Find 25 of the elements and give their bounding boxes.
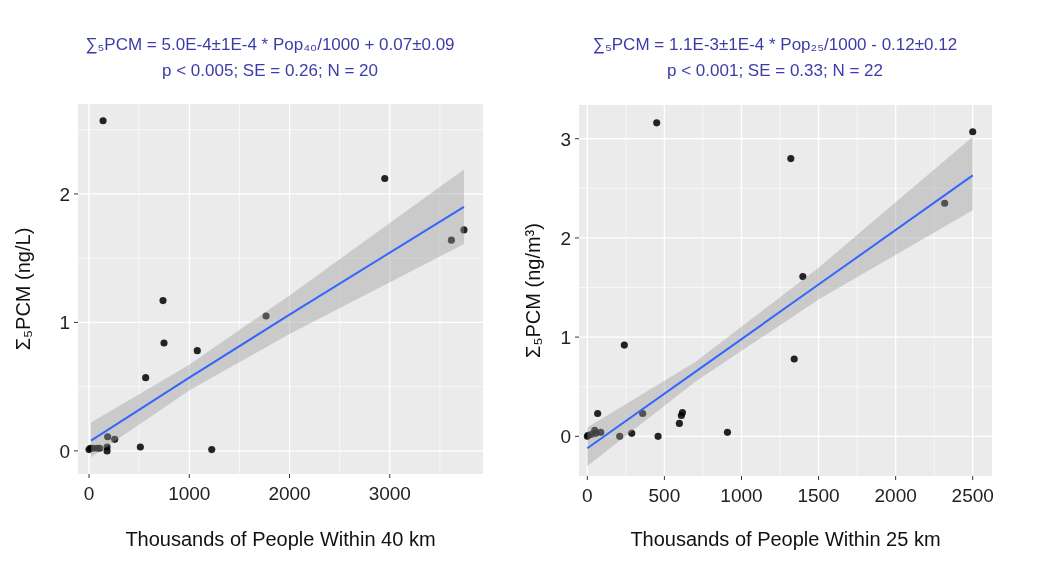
x-tick-label: 2000 bbox=[268, 483, 311, 504]
y-tick-label: 0 bbox=[59, 440, 70, 462]
x-tick-label: 3000 bbox=[368, 483, 411, 504]
x-tick-label: 1000 bbox=[720, 485, 763, 506]
x-tick-label: 500 bbox=[648, 485, 681, 506]
chart-title: ∑₅PCM = 5.0E-4±1E-4 * Pop₄₀/1000 + 0.07±0.09 bbox=[85, 35, 455, 54]
chart-subtitle: p < 0.005; SE = 0.26; N = 20 bbox=[162, 61, 378, 80]
x-tick-label: 0 bbox=[582, 485, 593, 506]
x-axis-title: Thousands of People Within 40 km bbox=[125, 528, 436, 550]
y-tick-label: 1 bbox=[59, 312, 70, 334]
y-tick-label: 2 bbox=[560, 227, 571, 249]
y-tick-label: 3 bbox=[560, 128, 571, 150]
y-tick-label: 2 bbox=[59, 183, 70, 205]
x-tick-label: 1000 bbox=[168, 483, 211, 504]
y-axis-title: Σ₅PCM (ng/m³) bbox=[522, 223, 544, 358]
x-tick-label: 1500 bbox=[797, 485, 840, 506]
x-tick-label: 0 bbox=[83, 483, 95, 504]
y-axis-title: Σ₅PCM (ng/L) bbox=[12, 227, 34, 351]
x-axis-title: Thousands of People Within 25 km bbox=[630, 528, 941, 550]
y-tick-label: 1 bbox=[560, 327, 571, 349]
y-tick-label: 0 bbox=[560, 426, 571, 448]
chart-subtitle: p < 0.001; SE = 0.33; N = 22 bbox=[667, 61, 883, 80]
chart-title: ∑₅PCM = 1.1E-3±1E-4 * Pop₂₅/1000 - 0.12±0.12 bbox=[592, 35, 958, 54]
x-tick-label: 2000 bbox=[874, 485, 917, 506]
x-tick-label: 2500 bbox=[951, 485, 994, 506]
